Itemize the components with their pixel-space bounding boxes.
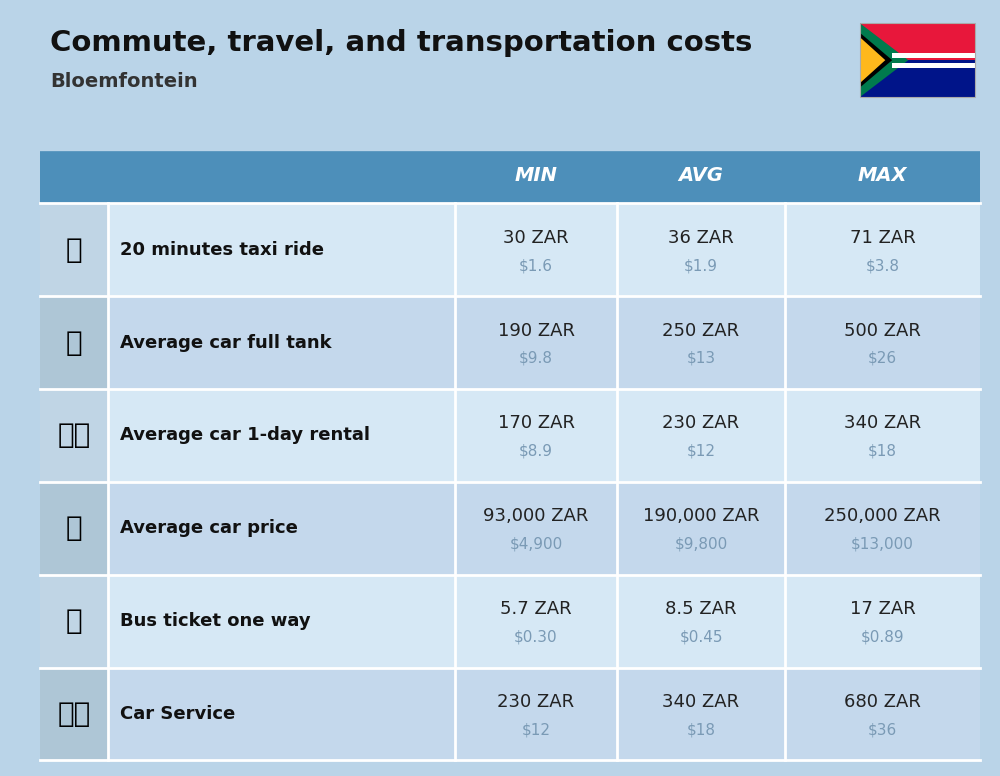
Bar [860,23,975,61]
Text: 190,000 ZAR: 190,000 ZAR [643,508,759,525]
Text: $13,000: $13,000 [851,537,914,552]
Text: 93,000 ZAR: 93,000 ZAR [483,508,589,525]
Text: 340 ZAR: 340 ZAR [662,693,740,711]
Text: 30 ZAR: 30 ZAR [503,229,569,247]
Text: Car Service: Car Service [120,705,235,723]
Text: 230 ZAR: 230 ZAR [497,693,575,711]
Bar [40,482,980,575]
Text: $8.9: $8.9 [519,444,553,459]
Text: 250 ZAR: 250 ZAR [662,321,740,340]
Text: 5.7 ZAR: 5.7 ZAR [500,600,572,618]
Text: 🚗: 🚗 [66,514,82,542]
Bar [40,203,980,296]
Text: AVG: AVG [679,166,723,185]
Text: 🚕: 🚕 [66,236,82,264]
Text: $9,800: $9,800 [674,537,728,552]
Text: 36 ZAR: 36 ZAR [668,229,734,247]
Text: $9.8: $9.8 [519,351,553,366]
Bar [40,296,980,389]
Text: $12: $12 [687,444,716,459]
Text: $3.8: $3.8 [866,258,900,273]
Bar [40,667,108,760]
Bar [40,482,108,575]
Text: 340 ZAR: 340 ZAR [844,414,921,432]
Text: 250,000 ZAR: 250,000 ZAR [824,508,941,525]
Text: 🔧🚗: 🔧🚗 [57,700,91,728]
Text: MAX: MAX [858,166,907,185]
Polygon shape [860,33,892,88]
Text: 170 ZAR: 170 ZAR [498,414,574,432]
Text: $18: $18 [687,722,716,737]
Bar [40,147,980,203]
Text: $1.6: $1.6 [519,258,553,273]
Polygon shape [860,37,885,83]
Text: $26: $26 [868,351,897,366]
Text: Commute, travel, and transportation costs: Commute, travel, and transportation cost… [50,29,752,57]
Text: 🚌: 🚌 [66,607,82,636]
Text: $36: $36 [868,722,897,737]
Text: 🔧🚙: 🔧🚙 [57,421,91,449]
Text: 500 ZAR: 500 ZAR [844,321,921,340]
Text: $4,900: $4,900 [509,537,563,552]
Bar [40,575,980,667]
Bar [892,63,975,68]
Bar [40,203,108,296]
Text: $18: $18 [868,444,897,459]
Text: $12: $12 [522,722,550,737]
Text: $0.30: $0.30 [514,629,558,645]
Text: $1.9: $1.9 [684,258,718,273]
Text: Bus ticket one way: Bus ticket one way [120,612,311,630]
Text: Bloemfontein: Bloemfontein [50,72,198,91]
Text: 680 ZAR: 680 ZAR [844,693,921,711]
Bar [40,575,108,667]
Text: 20 minutes taxi ride: 20 minutes taxi ride [120,241,324,258]
Text: ⛽: ⛽ [66,328,82,357]
Text: 8.5 ZAR: 8.5 ZAR [665,600,737,618]
Bar [892,53,975,57]
Bar [860,61,975,97]
Text: Average car 1-day rental: Average car 1-day rental [120,427,370,445]
Text: 230 ZAR: 230 ZAR [662,414,740,432]
Text: Average car price: Average car price [120,519,298,537]
Text: MIN: MIN [514,166,558,185]
Text: 190 ZAR: 190 ZAR [498,321,574,340]
Bar [40,296,108,389]
Bar [40,667,980,760]
Text: 71 ZAR: 71 ZAR [850,229,915,247]
Bar [40,389,980,482]
Bar [40,389,108,482]
Text: $0.45: $0.45 [679,629,723,645]
Text: Average car full tank: Average car full tank [120,334,332,352]
Text: $13: $13 [686,351,716,366]
Bar [860,23,975,97]
Text: 17 ZAR: 17 ZAR [850,600,915,618]
Polygon shape [860,23,908,97]
Text: $0.89: $0.89 [861,629,904,645]
